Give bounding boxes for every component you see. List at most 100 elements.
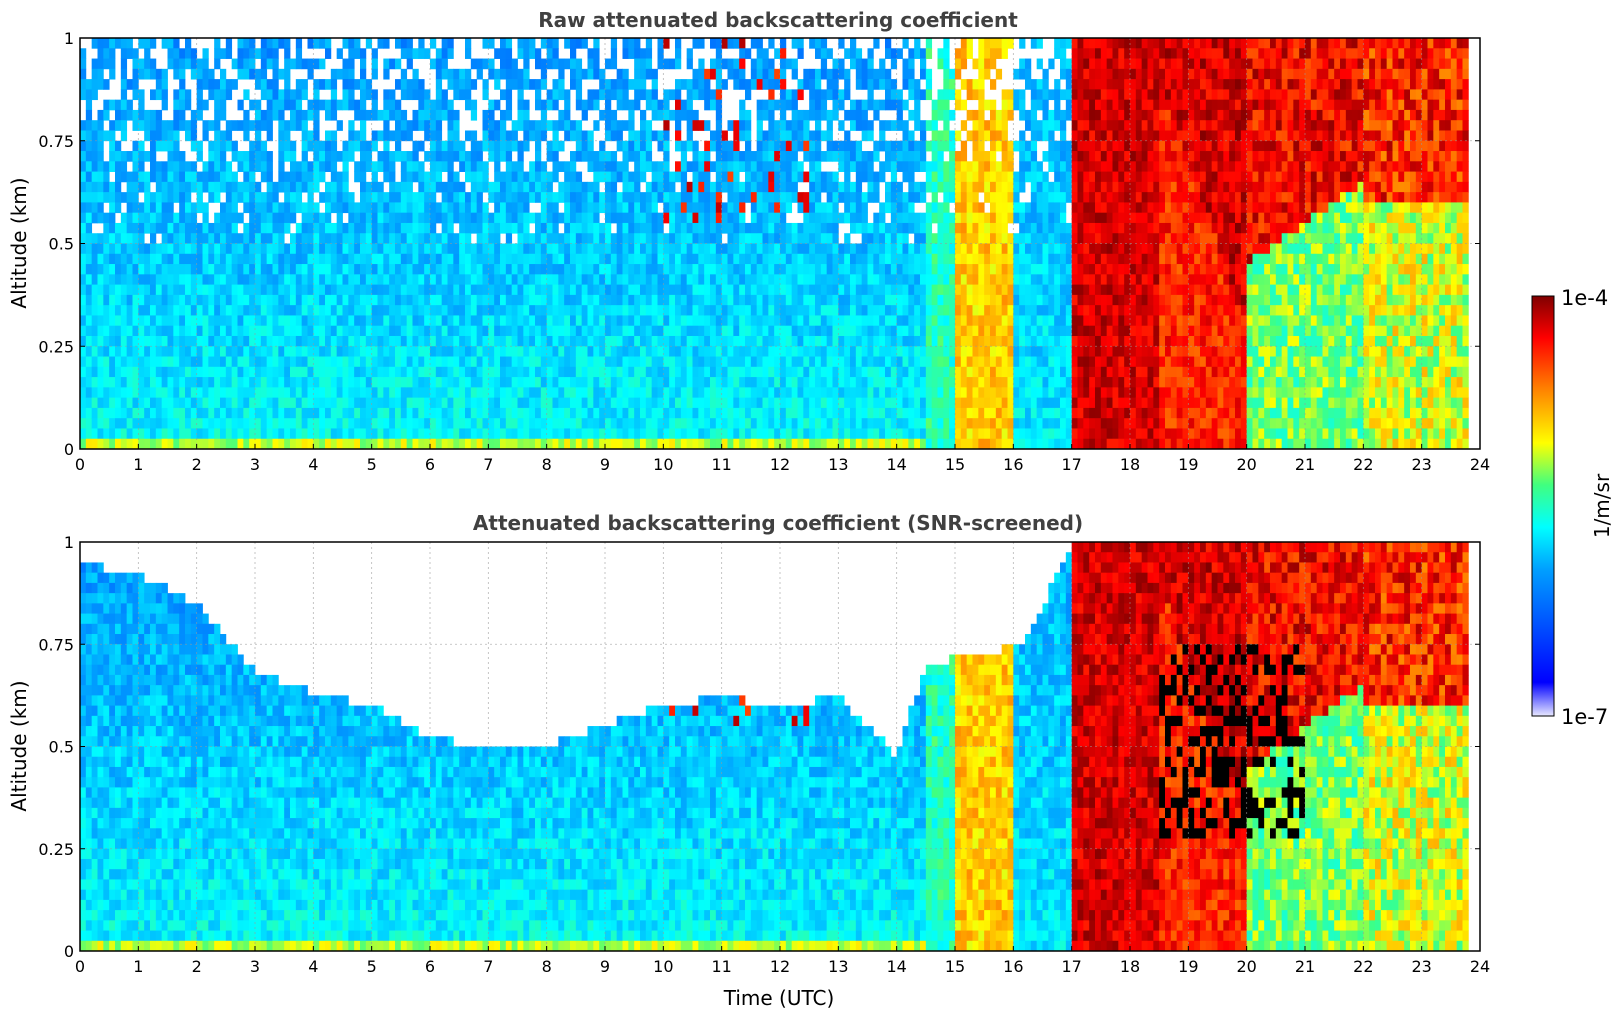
heatmap-cell: [97, 109, 104, 121]
heatmap-cell: [500, 89, 507, 101]
heatmap-cell: [826, 48, 833, 59]
heatmap-cell: [132, 171, 139, 183]
heatmap-cell: [395, 243, 402, 255]
heatmap-cell: [395, 305, 402, 316]
heatmap-cell: [500, 325, 507, 337]
heatmap-cell: [750, 151, 758, 162]
heatmap-cell: [885, 274, 892, 286]
heatmap-cell: [196, 192, 203, 203]
heatmap-cell: [535, 120, 542, 131]
heatmap-cell: [488, 428, 495, 440]
heatmap-cell: [552, 438, 559, 450]
heatmap-cell: [430, 120, 437, 131]
heatmap-cell: [255, 418, 262, 429]
heatmap-cell: [599, 243, 606, 255]
heatmap-cell: [225, 243, 233, 255]
heatmap-cell: [231, 233, 238, 244]
heatmap-cell: [500, 48, 507, 59]
heatmap-cell: [400, 397, 408, 409]
heatmap-cell: [855, 305, 863, 316]
heatmap-cell: [255, 212, 262, 224]
heatmap-cell: [546, 274, 553, 286]
heatmap-cell: [185, 58, 192, 70]
heatmap-cell: [260, 192, 268, 203]
heatmap-cell: [155, 79, 163, 90]
heatmap-cell: [255, 438, 262, 450]
heatmap-cell: [406, 335, 413, 347]
heatmap-cell: [616, 264, 623, 275]
heatmap-cell: [97, 335, 104, 347]
heatmap-cell: [529, 438, 536, 450]
heatmap-cell: [360, 222, 367, 234]
heatmap-cell: [336, 274, 343, 286]
heatmap-cell: [126, 284, 133, 296]
heatmap-cell: [704, 366, 711, 378]
heatmap-cell: [389, 89, 396, 101]
heatmap-cell: [237, 264, 244, 275]
heatmap-cell: [861, 109, 868, 121]
heatmap-cell: [138, 346, 145, 357]
heatmap-cell: [686, 418, 693, 429]
heatmap-cell: [313, 89, 320, 101]
heatmap-cell: [395, 264, 402, 275]
heatmap-cell: [249, 48, 256, 59]
heatmap-cell: [523, 58, 530, 70]
heatmap-cell: [575, 428, 583, 440]
heatmap-cell: [278, 284, 285, 296]
heatmap-cell: [768, 438, 775, 450]
heatmap-cell: [80, 346, 87, 357]
heatmap-cell: [645, 140, 653, 152]
heatmap-cell: [890, 202, 898, 214]
heatmap-cell: [505, 335, 513, 347]
heatmap-cell: [150, 335, 157, 347]
heatmap-cell: [558, 58, 565, 70]
heatmap-cell: [605, 99, 612, 111]
heatmap-cell: [196, 243, 203, 255]
heatmap-cell: [587, 438, 594, 450]
heatmap-cell: [815, 253, 822, 265]
heatmap-cell: [225, 38, 233, 49]
heatmap-cell: [161, 428, 168, 440]
heatmap-cell: [97, 48, 104, 59]
heatmap-cell: [663, 284, 670, 296]
heatmap-cell: [167, 181, 174, 193]
heatmap-cell: [517, 99, 524, 111]
heatmap-cell: [459, 243, 466, 255]
heatmap-cell: [750, 222, 758, 234]
heatmap-cell: [745, 151, 752, 162]
heatmap-cell: [850, 397, 857, 409]
heatmap-cell: [488, 418, 495, 429]
heatmap-cell: [815, 151, 822, 162]
heatmap-cell: [161, 305, 168, 316]
heatmap-cell: [552, 346, 559, 357]
heatmap-cell: [336, 294, 343, 306]
heatmap-cell: [896, 315, 903, 327]
heatmap-cell: [400, 407, 408, 419]
heatmap-cell: [138, 109, 145, 121]
heatmap-cell: [144, 274, 151, 286]
heatmap-cell: [710, 284, 717, 296]
heatmap-cell: [330, 68, 338, 80]
heatmap-cell: [581, 202, 588, 214]
heatmap-cell: [546, 243, 553, 255]
heatmap-cell: [453, 274, 460, 286]
heatmap-cell: [540, 161, 548, 172]
heatmap-cell: [249, 68, 256, 80]
heatmap-cell: [138, 428, 145, 440]
heatmap-cell: [558, 346, 565, 357]
heatmap-cell: [651, 418, 658, 429]
heatmap-cell: [371, 346, 378, 357]
heatmap-cell: [809, 284, 816, 296]
heatmap-cell: [336, 253, 343, 265]
heatmap-cell: [220, 161, 227, 172]
heatmap-cell: [319, 243, 326, 255]
heatmap-cell: [383, 305, 390, 316]
heatmap-cell: [330, 140, 338, 152]
heatmap-cell: [418, 243, 425, 255]
heatmap-cell: [610, 253, 618, 265]
heatmap-cell: [867, 366, 874, 378]
heatmap-cell: [237, 356, 244, 368]
heatmap-cell: [435, 212, 443, 224]
heatmap-cell: [581, 418, 588, 429]
heatmap-cell: [85, 140, 93, 152]
